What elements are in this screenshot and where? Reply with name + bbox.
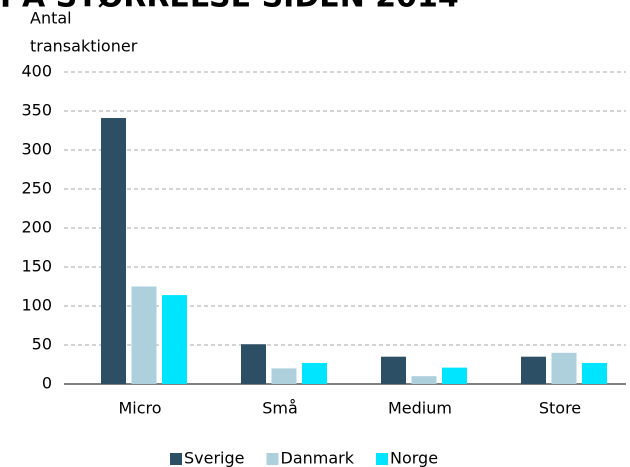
bar xyxy=(101,118,126,385)
bar xyxy=(131,286,157,384)
y-tick-label: 350 xyxy=(21,101,52,120)
x-tick-label: Medium xyxy=(388,399,452,418)
bar xyxy=(162,295,187,384)
x-tick-label: Små xyxy=(262,399,298,418)
y-tick-label: 0 xyxy=(42,374,52,393)
y-tick-label: 150 xyxy=(21,257,52,276)
y-tick-label: 200 xyxy=(21,218,52,237)
bar xyxy=(381,356,406,384)
bar xyxy=(442,367,467,384)
chart-title: PÅ STØRRELSE SIDEN 2014 xyxy=(0,0,459,15)
bar xyxy=(271,368,297,384)
x-tick-label: Store xyxy=(539,399,581,418)
bar xyxy=(551,352,577,384)
bar xyxy=(302,362,327,384)
y-tick-label: 300 xyxy=(21,140,52,159)
bar xyxy=(241,344,266,384)
legend-swatch xyxy=(170,453,182,465)
y-tick-label: 100 xyxy=(21,296,52,315)
legend-label: Sverige xyxy=(184,449,245,467)
legend-label: Norge xyxy=(390,449,438,467)
x-tick-label: Micro xyxy=(118,399,161,418)
bar xyxy=(582,362,607,384)
legend-swatch xyxy=(376,453,388,465)
bar xyxy=(411,376,437,384)
legend-swatch xyxy=(266,453,279,465)
legend-label: Danmark xyxy=(281,449,355,467)
y-tick-label: 250 xyxy=(21,179,52,198)
bar xyxy=(521,356,546,384)
y-axis-label: Antal xyxy=(30,9,72,28)
y-axis-label: transaktioner xyxy=(30,37,138,56)
y-tick-label: 50 xyxy=(32,335,52,354)
y-tick-label: 400 xyxy=(21,62,52,81)
